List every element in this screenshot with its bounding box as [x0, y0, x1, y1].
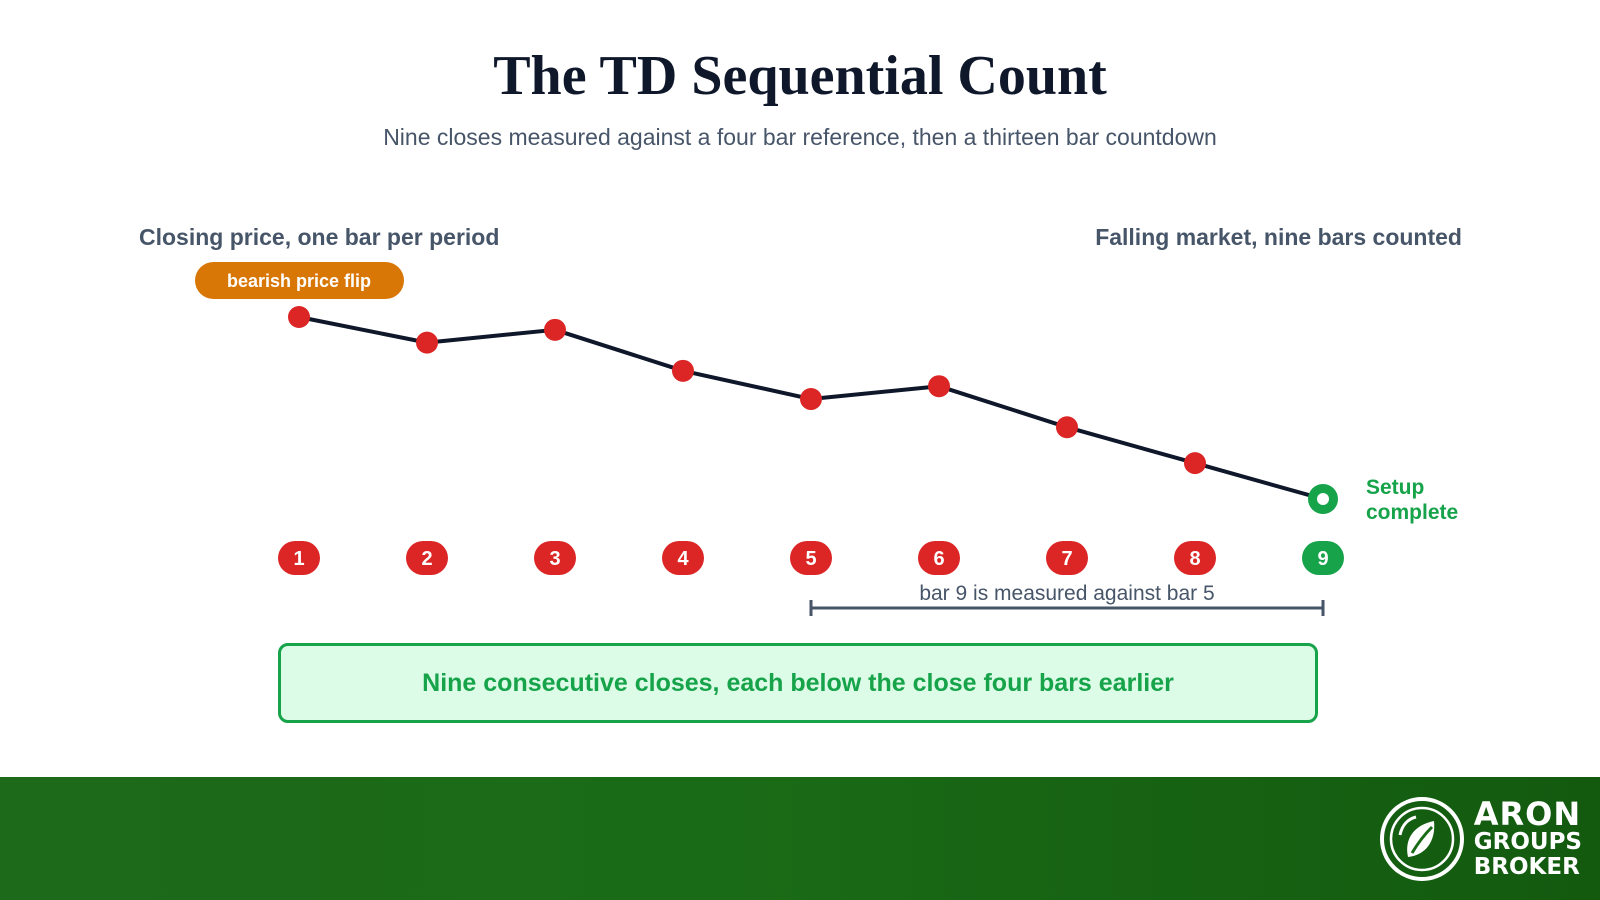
data-point — [544, 318, 566, 341]
data-point-complete-center — [1317, 493, 1329, 505]
summary-text: Nine consecutive closes, each below the … — [422, 668, 1174, 697]
brand-name-1: ARON — [1473, 795, 1582, 833]
setup-complete-label-2: complete — [1366, 501, 1458, 524]
brand-name-2: GROUPS — [1473, 829, 1582, 855]
count-label: 7 — [1061, 548, 1072, 570]
count-label: 5 — [805, 548, 816, 570]
count-label: 9 — [1317, 548, 1328, 570]
count-label: 1 — [293, 548, 304, 570]
brand-logo: ARON GROUPS BROKER — [1378, 795, 1582, 883]
data-point — [928, 375, 950, 398]
count-badge — [662, 541, 704, 575]
count-label: 6 — [933, 548, 944, 570]
count-label: 2 — [421, 548, 432, 570]
flip-badge-label: bearish price flip — [227, 271, 371, 291]
leaf-logo-icon — [1379, 797, 1464, 881]
page-subtitle: Nine closes measured against a four bar … — [383, 124, 1217, 150]
flip-badge — [195, 262, 404, 299]
count-badge — [918, 541, 960, 575]
data-point — [288, 306, 310, 328]
count-badge — [1046, 541, 1088, 575]
summary-callout: Nine consecutive closes, each below the … — [278, 643, 1318, 723]
count-label: 4 — [677, 548, 689, 570]
chart-caption: Falling market, nine bars counted — [1095, 224, 1462, 250]
count-badge — [278, 541, 320, 575]
footer-banner: ARON GROUPS BROKER — [0, 777, 1600, 900]
data-point — [672, 359, 694, 382]
data-point — [1184, 452, 1206, 475]
data-point — [800, 388, 822, 411]
page-title: The TD Sequential Count — [493, 45, 1107, 107]
setup-complete-label-1: Setup — [1366, 476, 1424, 499]
count-badge — [790, 541, 832, 575]
count-badge — [1174, 541, 1216, 575]
axis-caption: Closing price, one bar per period — [139, 224, 500, 250]
data-point — [1056, 416, 1078, 439]
data-point — [416, 331, 438, 354]
count-label: 8 — [1189, 548, 1200, 570]
count-badge — [534, 541, 576, 575]
count-badge — [406, 541, 448, 575]
bracket-label: bar 9 is measured against bar 5 — [919, 582, 1214, 605]
count-label: 3 — [549, 548, 560, 570]
brand-name-3: BROKER — [1473, 854, 1580, 880]
comparison-bracket — [809, 600, 1325, 616]
td-sequence-chart: bearish price flip 1 2 3 4 5 6 7 8 9 Setup compl… — [195, 262, 1458, 616]
count-badge — [1302, 541, 1344, 575]
